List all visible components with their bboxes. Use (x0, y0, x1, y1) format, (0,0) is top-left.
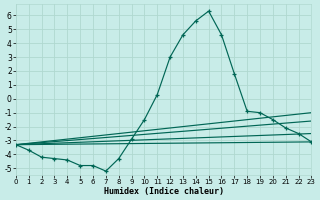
X-axis label: Humidex (Indice chaleur): Humidex (Indice chaleur) (104, 187, 224, 196)
